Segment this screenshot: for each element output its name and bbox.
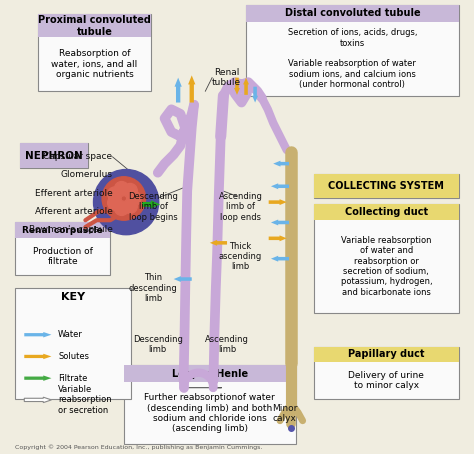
Text: Descending
limb of
loop begins: Descending limb of loop begins (128, 192, 178, 222)
Text: Thin
descending
limb: Thin descending limb (129, 273, 178, 303)
Text: Thick
ascending
limb: Thick ascending limb (219, 242, 262, 271)
Polygon shape (24, 354, 52, 359)
Text: Distal convoluted tubule: Distal convoluted tubule (284, 8, 420, 18)
Polygon shape (174, 78, 182, 103)
Text: Descending
limb: Descending limb (133, 335, 183, 355)
Text: Bowman's capsule: Bowman's capsule (28, 225, 112, 234)
Text: Minor
calyx: Minor calyx (272, 404, 297, 423)
FancyBboxPatch shape (15, 222, 110, 275)
Text: Proximal convoluted
tubule: Proximal convoluted tubule (38, 15, 151, 37)
Text: Variable reabsorption
of water and
reabsorption or
secretion of sodium,
potassiu: Variable reabsorption of water and reabs… (340, 236, 432, 297)
Text: Filtrate: Filtrate (58, 374, 88, 383)
FancyBboxPatch shape (314, 204, 459, 313)
Text: Efferent arteriole: Efferent arteriole (35, 188, 112, 197)
Text: Capsular space: Capsular space (44, 153, 112, 161)
Text: KEY: KEY (61, 292, 85, 302)
Circle shape (114, 201, 129, 216)
FancyBboxPatch shape (314, 347, 459, 399)
Text: Papillary duct: Papillary duct (348, 349, 425, 359)
Circle shape (102, 177, 146, 220)
Text: Further reabsorptionof water
(descending limb) and both
sodium and chloride ions: Further reabsorptionof water (descending… (145, 393, 275, 434)
Polygon shape (271, 256, 289, 262)
FancyBboxPatch shape (38, 14, 151, 91)
Polygon shape (24, 397, 52, 403)
FancyBboxPatch shape (314, 204, 459, 220)
Polygon shape (243, 78, 249, 95)
Text: Collecting duct: Collecting duct (345, 207, 428, 217)
Text: Ascending
limb: Ascending limb (205, 335, 249, 355)
Text: Solutes: Solutes (58, 352, 89, 361)
FancyBboxPatch shape (38, 14, 151, 37)
Text: Renal
tubule: Renal tubule (212, 68, 241, 87)
Text: Afferent arteriole: Afferent arteriole (35, 207, 112, 216)
FancyBboxPatch shape (314, 174, 459, 197)
Circle shape (114, 182, 129, 196)
Polygon shape (252, 87, 258, 103)
Circle shape (123, 199, 137, 213)
FancyBboxPatch shape (20, 143, 88, 168)
FancyBboxPatch shape (15, 288, 131, 399)
FancyBboxPatch shape (124, 365, 296, 382)
FancyBboxPatch shape (246, 5, 459, 96)
Polygon shape (234, 78, 240, 95)
FancyBboxPatch shape (20, 143, 88, 168)
Text: Ascending
limb of
loop ends: Ascending limb of loop ends (219, 192, 263, 222)
FancyBboxPatch shape (15, 222, 110, 238)
Polygon shape (24, 332, 52, 337)
FancyBboxPatch shape (314, 174, 459, 197)
Polygon shape (24, 375, 52, 381)
Text: Copyright © 2004 Pearson Education, Inc., publishing as Benjamin Cummings.: Copyright © 2004 Pearson Education, Inc.… (15, 444, 263, 449)
Circle shape (108, 187, 122, 202)
Polygon shape (271, 183, 289, 189)
Polygon shape (173, 276, 192, 282)
Text: Loop of Henle: Loop of Henle (172, 369, 248, 379)
Text: COLLECTING SYSTEM: COLLECTING SYSTEM (328, 181, 444, 191)
Polygon shape (142, 200, 160, 208)
Polygon shape (271, 220, 289, 226)
Text: NEPHRON: NEPHRON (25, 151, 82, 161)
FancyBboxPatch shape (124, 365, 296, 444)
Polygon shape (269, 235, 287, 241)
FancyBboxPatch shape (314, 347, 459, 361)
Polygon shape (210, 240, 227, 246)
Polygon shape (188, 75, 195, 103)
Text: Renal corpuscle: Renal corpuscle (22, 226, 103, 235)
Polygon shape (269, 199, 287, 205)
FancyBboxPatch shape (246, 5, 459, 21)
Circle shape (123, 183, 137, 198)
Text: Reabsorption of
water, ions, and all
organic nutrients: Reabsorption of water, ions, and all org… (51, 49, 137, 79)
Text: Delivery of urine
to minor calyx: Delivery of urine to minor calyx (348, 370, 424, 390)
Polygon shape (273, 161, 289, 167)
Text: Production of
filtrate: Production of filtrate (33, 247, 93, 266)
Text: Variable
reabsorption
or secretion: Variable reabsorption or secretion (58, 385, 112, 415)
Text: Glomerulus: Glomerulus (61, 170, 112, 179)
Circle shape (108, 196, 122, 210)
Text: Water: Water (58, 330, 83, 339)
Circle shape (127, 191, 141, 206)
Text: Secretion of ions, acids, drugs,
toxins

Variable reabsorption of water
sodium i: Secretion of ions, acids, drugs, toxins … (288, 28, 417, 89)
Circle shape (93, 169, 159, 235)
